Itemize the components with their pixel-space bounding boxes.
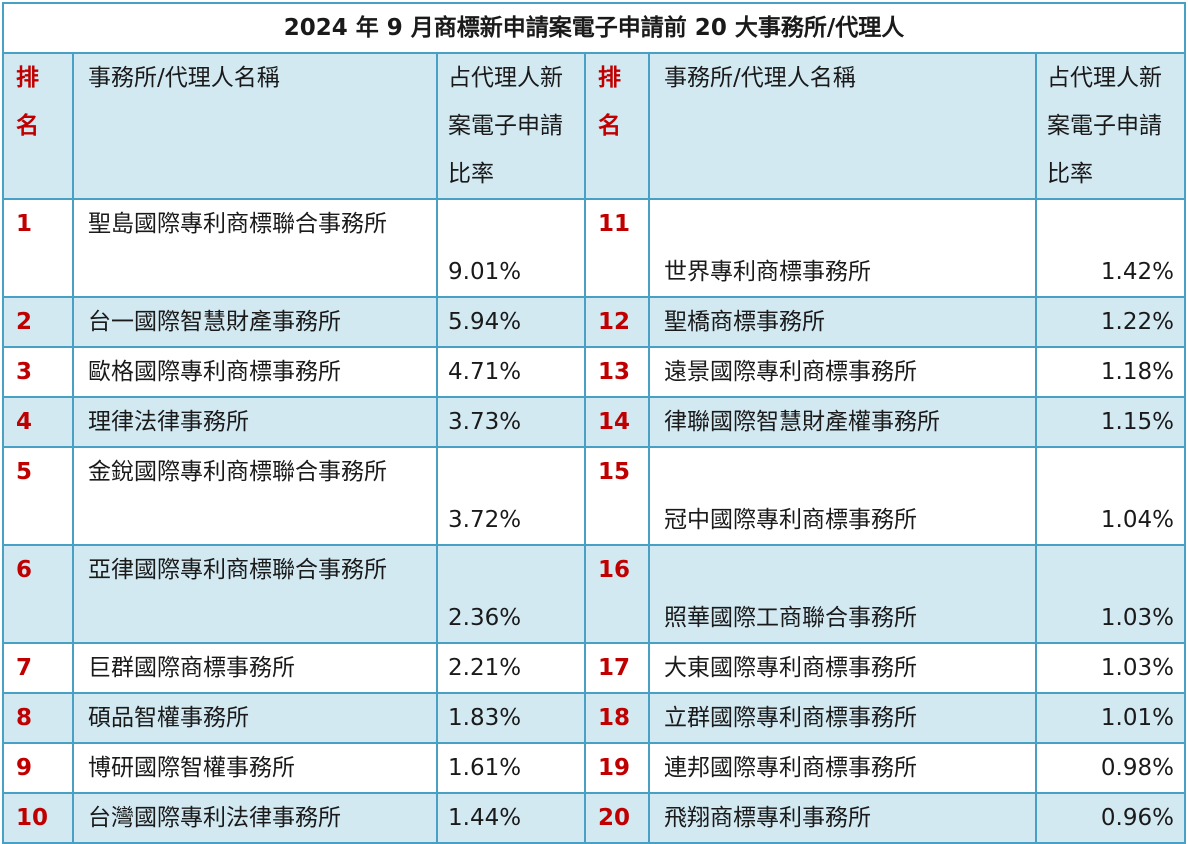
firm-name: 冠中國際專利商標事務所 (648, 446, 1037, 546)
table-row: 8 碩品智權事務所 1.83% 18 立群國際專利商標事務所 1.01% (2, 692, 1186, 744)
rank-cell: 2 (2, 296, 74, 348)
rank-cell: 3 (2, 346, 74, 398)
ratio-cell: 1.42% (1035, 198, 1186, 298)
ratio-cell: 1.03% (1035, 642, 1186, 694)
table-row: 9 博研國際智權事務所 1.61% 19 連邦國際專利商標事務所 0.98% (2, 742, 1186, 794)
ratio-cell: 4.71% (436, 346, 586, 398)
ratio-cell: 1.03% (1035, 544, 1186, 644)
ratio-cell: 1.18% (1035, 346, 1186, 398)
rank-cell: 5 (2, 446, 74, 546)
table-row: 5 金銳國際專利商標聯合事務所 3.72% 15 冠中國際專利商標事務所 1.0… (2, 446, 1186, 546)
firm-name: 聖橋商標事務所 (648, 296, 1037, 348)
table-row: 6 亞律國際專利商標聯合事務所 2.36% 16 照華國際工商聯合事務所 1.0… (2, 544, 1186, 644)
ratio-cell: 3.73% (436, 396, 586, 448)
rank-cell: 19 (584, 742, 650, 794)
rank-cell: 10 (2, 792, 74, 844)
ratio-cell: 1.01% (1035, 692, 1186, 744)
firm-name: 碩品智權事務所 (72, 692, 438, 744)
rank-cell: 6 (2, 544, 74, 644)
firm-name: 飛翔商標專利事務所 (648, 792, 1037, 844)
ratio-cell: 9.01% (436, 198, 586, 298)
rank-cell: 1 (2, 198, 74, 298)
ratio-cell: 5.94% (436, 296, 586, 348)
firm-name: 台灣國際專利法律事務所 (72, 792, 438, 844)
firm-name: 聖島國際專利商標聯合事務所 (72, 198, 438, 298)
rank-cell: 16 (584, 544, 650, 644)
firm-name: 歐格國際專利商標事務所 (72, 346, 438, 398)
ratio-cell: 0.96% (1035, 792, 1186, 844)
rank-cell: 18 (584, 692, 650, 744)
table-row: 3 歐格國際專利商標事務所 4.71% 13 遠景國際專利商標事務所 1.18% (2, 346, 1186, 398)
ratio-cell: 1.83% (436, 692, 586, 744)
firm-name: 大東國際專利商標事務所 (648, 642, 1037, 694)
firm-name: 世界專利商標事務所 (648, 198, 1037, 298)
header-rank-right: 排名 (584, 52, 650, 200)
table-row: 1 聖島國際專利商標聯合事務所 9.01% 11 世界專利商標事務所 1.42% (2, 198, 1186, 298)
ratio-cell: 3.72% (436, 446, 586, 546)
firm-name: 博研國際智權事務所 (72, 742, 438, 794)
ratio-cell: 1.15% (1035, 396, 1186, 448)
rank-cell: 13 (584, 346, 650, 398)
table-row: 10 台灣國際專利法律事務所 1.44% 20 飛翔商標專利事務所 0.96% (2, 792, 1186, 844)
table-row: 2 台一國際智慧財產事務所 5.94% 12 聖橋商標事務所 1.22% (2, 296, 1186, 348)
ratio-cell: 0.98% (1035, 742, 1186, 794)
table-title: 2024 年 9 月商標新申請案電子申請前 20 大事務所/代理人 (2, 2, 1186, 54)
firm-name: 台一國際智慧財產事務所 (72, 296, 438, 348)
header-name: 事務所/代理人名稱 (72, 52, 438, 200)
firm-name: 律聯國際智慧財產權事務所 (648, 396, 1037, 448)
header-ratio: 占代理人新案電子申請比率 (436, 52, 586, 200)
rank-cell: 11 (584, 198, 650, 298)
ratio-cell: 1.44% (436, 792, 586, 844)
firm-name: 金銳國際專利商標聯合事務所 (72, 446, 438, 546)
firm-name: 理律法律事務所 (72, 396, 438, 448)
firm-name: 連邦國際專利商標事務所 (648, 742, 1037, 794)
firm-name: 亞律國際專利商標聯合事務所 (72, 544, 438, 644)
firm-name: 遠景國際專利商標事務所 (648, 346, 1037, 398)
rank-cell: 4 (2, 396, 74, 448)
ratio-cell: 2.21% (436, 642, 586, 694)
firm-name: 巨群國際商標事務所 (72, 642, 438, 694)
rank-cell: 12 (584, 296, 650, 348)
ratio-cell: 1.61% (436, 742, 586, 794)
header-name-right: 事務所/代理人名稱 (648, 52, 1037, 200)
table-row: 7 巨群國際商標事務所 2.21% 17 大東國際專利商標事務所 1.03% (2, 642, 1186, 694)
rank-cell: 20 (584, 792, 650, 844)
rank-cell: 9 (2, 742, 74, 794)
firm-name: 照華國際工商聯合事務所 (648, 544, 1037, 644)
rank-cell: 17 (584, 642, 650, 694)
ratio-cell: 1.04% (1035, 446, 1186, 546)
firm-name: 立群國際專利商標事務所 (648, 692, 1037, 744)
header-rank: 排名 (2, 52, 74, 200)
rank-cell: 8 (2, 692, 74, 744)
ratio-cell: 1.22% (1035, 296, 1186, 348)
rank-cell: 15 (584, 446, 650, 546)
table-row: 4 理律法律事務所 3.73% 14 律聯國際智慧財產權事務所 1.15% (2, 396, 1186, 448)
rank-cell: 7 (2, 642, 74, 694)
header-ratio-right: 占代理人新案電子申請比率 (1035, 52, 1186, 200)
ratio-cell: 2.36% (436, 544, 586, 644)
rank-cell: 14 (584, 396, 650, 448)
